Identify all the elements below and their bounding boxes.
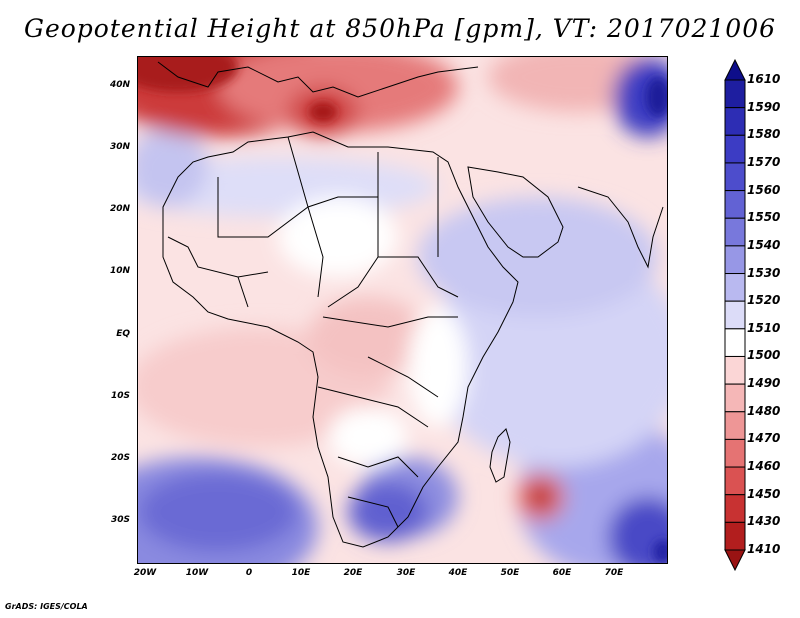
lon-label-10w: 10W xyxy=(185,568,209,578)
lat-label-eq: EQ xyxy=(116,329,130,339)
colorbar-label: 1460 xyxy=(747,459,781,474)
lon-label-50e: 50E xyxy=(500,568,520,578)
colorbar-swatch xyxy=(724,245,746,275)
colorbar-swatch xyxy=(724,300,746,330)
colorbar-label: 1590 xyxy=(747,99,781,114)
field-smooth-layer xyxy=(138,57,667,563)
colorbar-label: 1480 xyxy=(747,403,781,418)
lat-label-40n: 40N xyxy=(109,80,130,90)
lat-label-20n: 20N xyxy=(109,204,130,214)
lon-label-0: 0 xyxy=(245,568,253,578)
colorbar-bottom-arrow xyxy=(724,549,746,572)
colorbar-label: 1430 xyxy=(747,514,781,529)
colorbar-swatch xyxy=(724,383,746,413)
colorbar-label: 1500 xyxy=(747,348,781,363)
lon-label-40e: 40E xyxy=(448,568,468,578)
colorbar-label: 1570 xyxy=(747,154,781,169)
colorbar-swatch xyxy=(724,355,746,385)
chart-title: Geopotential Height at 850hPa [gpm], VT:… xyxy=(23,14,777,43)
lon-label-20w: 20W xyxy=(133,568,157,578)
footer-credit: GrADS: IGES/COLA xyxy=(5,602,88,611)
colorbar-swatch xyxy=(724,521,746,551)
colorbar-label: 1410 xyxy=(747,542,781,556)
colorbar-label: 1510 xyxy=(747,320,781,335)
coastlines xyxy=(157,61,664,548)
colorbar-label: 1580 xyxy=(747,127,781,142)
colorbar-swatch xyxy=(724,411,746,440)
colorbar-swatch xyxy=(724,79,746,109)
colorbar-label: 1540 xyxy=(747,237,781,252)
colorbar-label: 1560 xyxy=(747,182,781,197)
lon-label-60e: 60E xyxy=(552,568,572,578)
colorbar-label: 1470 xyxy=(747,431,781,446)
lat-label-10s: 10S xyxy=(110,391,130,401)
map-svg xyxy=(138,57,667,563)
lat-label-10n: 10N xyxy=(109,266,130,276)
colorbar-label: 1530 xyxy=(747,265,781,280)
colorbar-label: 1450 xyxy=(747,486,781,501)
colorbar-swatch xyxy=(724,107,746,136)
colorbar xyxy=(724,58,746,572)
map-panel xyxy=(137,56,668,564)
colorbar-swatch xyxy=(724,162,746,192)
colorbar-swatch xyxy=(724,190,746,219)
colorbar-label: 1490 xyxy=(747,376,781,391)
lon-label-20e: 20E xyxy=(343,568,363,578)
colorbar-top-arrow xyxy=(724,58,746,81)
colorbar-swatch xyxy=(724,494,746,523)
colorbar-swatch xyxy=(724,217,746,247)
colorbar-swatch xyxy=(724,273,746,302)
lon-label-30e: 30E xyxy=(396,568,416,578)
colorbar-swatch xyxy=(724,134,746,164)
colorbar-label: 1550 xyxy=(747,210,781,225)
lat-label-30n: 30N xyxy=(109,142,130,152)
lat-label-20s: 20S xyxy=(110,453,130,463)
colorbar-label: 1610 xyxy=(747,72,781,86)
colorbar-swatch xyxy=(724,466,746,496)
lat-label-30s: 30S xyxy=(110,515,130,525)
colorbar-swatch xyxy=(724,328,746,357)
colorbar-swatch xyxy=(724,438,746,468)
lon-label-10e: 10E xyxy=(291,568,311,578)
lon-label-70e: 70E xyxy=(604,568,624,578)
colorbar-label: 1520 xyxy=(747,293,781,308)
